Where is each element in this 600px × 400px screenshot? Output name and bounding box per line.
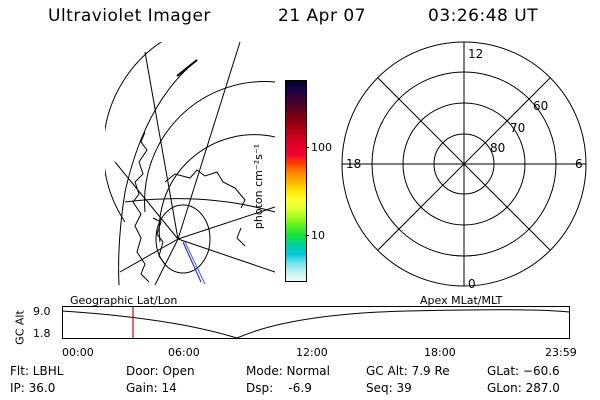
earth-limb [118,59,198,285]
colorbar-tick-mark [305,147,309,148]
lat-circle-polar [155,204,211,274]
mlt-label-18: 18 [346,157,361,171]
gain-value: Gain: 14 [126,381,177,395]
polar-plot: 12 0 18 6 60 70 80 [341,41,587,291]
time-label: 03:26:48 UT [428,6,539,26]
ip-value: IP: 36.0 [10,381,56,395]
y-tick-min: 1.8 [33,327,51,340]
dsp-value: Dsp: -6.9 [246,381,312,395]
meridian-line [119,238,179,273]
terminator-line [176,59,198,77]
colorbar-tick-100: 100 [311,141,332,154]
lat-label-70: 70 [510,121,525,135]
app-title: Ultraviolet Imager [48,6,211,26]
mlt-label-0: 0 [468,277,476,291]
lat-circle [124,198,275,213]
lat-label-60: 60 [533,99,548,113]
geographic-map [105,42,275,285]
y-tick-max: 9.0 [33,305,51,318]
coastline [152,217,166,265]
colorbar-tick-10: 10 [311,229,325,242]
colorbar-tick-mark [305,235,309,236]
mlt-label-12: 12 [468,47,483,61]
meridian-line [144,51,179,240]
glat-value: GLat: −60.6 [487,364,560,378]
timeline-plot [62,306,570,339]
altitude-curve [62,309,570,339]
filter-value: Flt: LBHL [10,364,64,378]
colorbar-unit-label: photon cm⁻²s⁻¹ [252,143,266,230]
mlt-label-6: 6 [575,157,583,171]
timeline-frame [62,306,570,339]
x-tick-1800: 18:00 [424,346,456,359]
apex-caption: Apex MLat/MLT [420,294,503,307]
orbit-track [184,241,206,285]
coastline [132,131,150,283]
x-tick-1200: 12:00 [296,346,328,359]
date-label: 21 Apr 07 [278,6,366,26]
geographic-caption: Geographic Lat/Lon [70,294,178,307]
mode-value: Mode: Normal [246,364,330,378]
x-tick-2359: 23:59 [545,346,577,359]
coastline [236,227,246,247]
lat-circle [144,81,275,213]
gc-alt-value: GC Alt: 7.9 Re [366,364,450,378]
orbit-track [182,241,202,283]
x-tick-0000: 00:00 [62,346,94,359]
meridian-line [177,238,275,273]
meridian-line [154,238,179,285]
door-status: Door: Open [126,364,195,378]
lat-label-80: 80 [490,141,505,155]
meridian-line [177,42,241,240]
meridian-line [177,206,275,240]
sequence-value: Seq: 39 [366,381,412,395]
colorbar-gradient [286,81,306,281]
x-tick-0600: 06:00 [168,346,200,359]
meridian-line [114,161,179,240]
glon-value: GLon: 287.0 [487,381,560,395]
timeline-y-label: GC Alt [13,310,27,345]
colorbar [285,80,307,282]
lat-circle [105,42,163,223]
mlt-diagonal [377,77,551,251]
coastline [164,169,246,209]
